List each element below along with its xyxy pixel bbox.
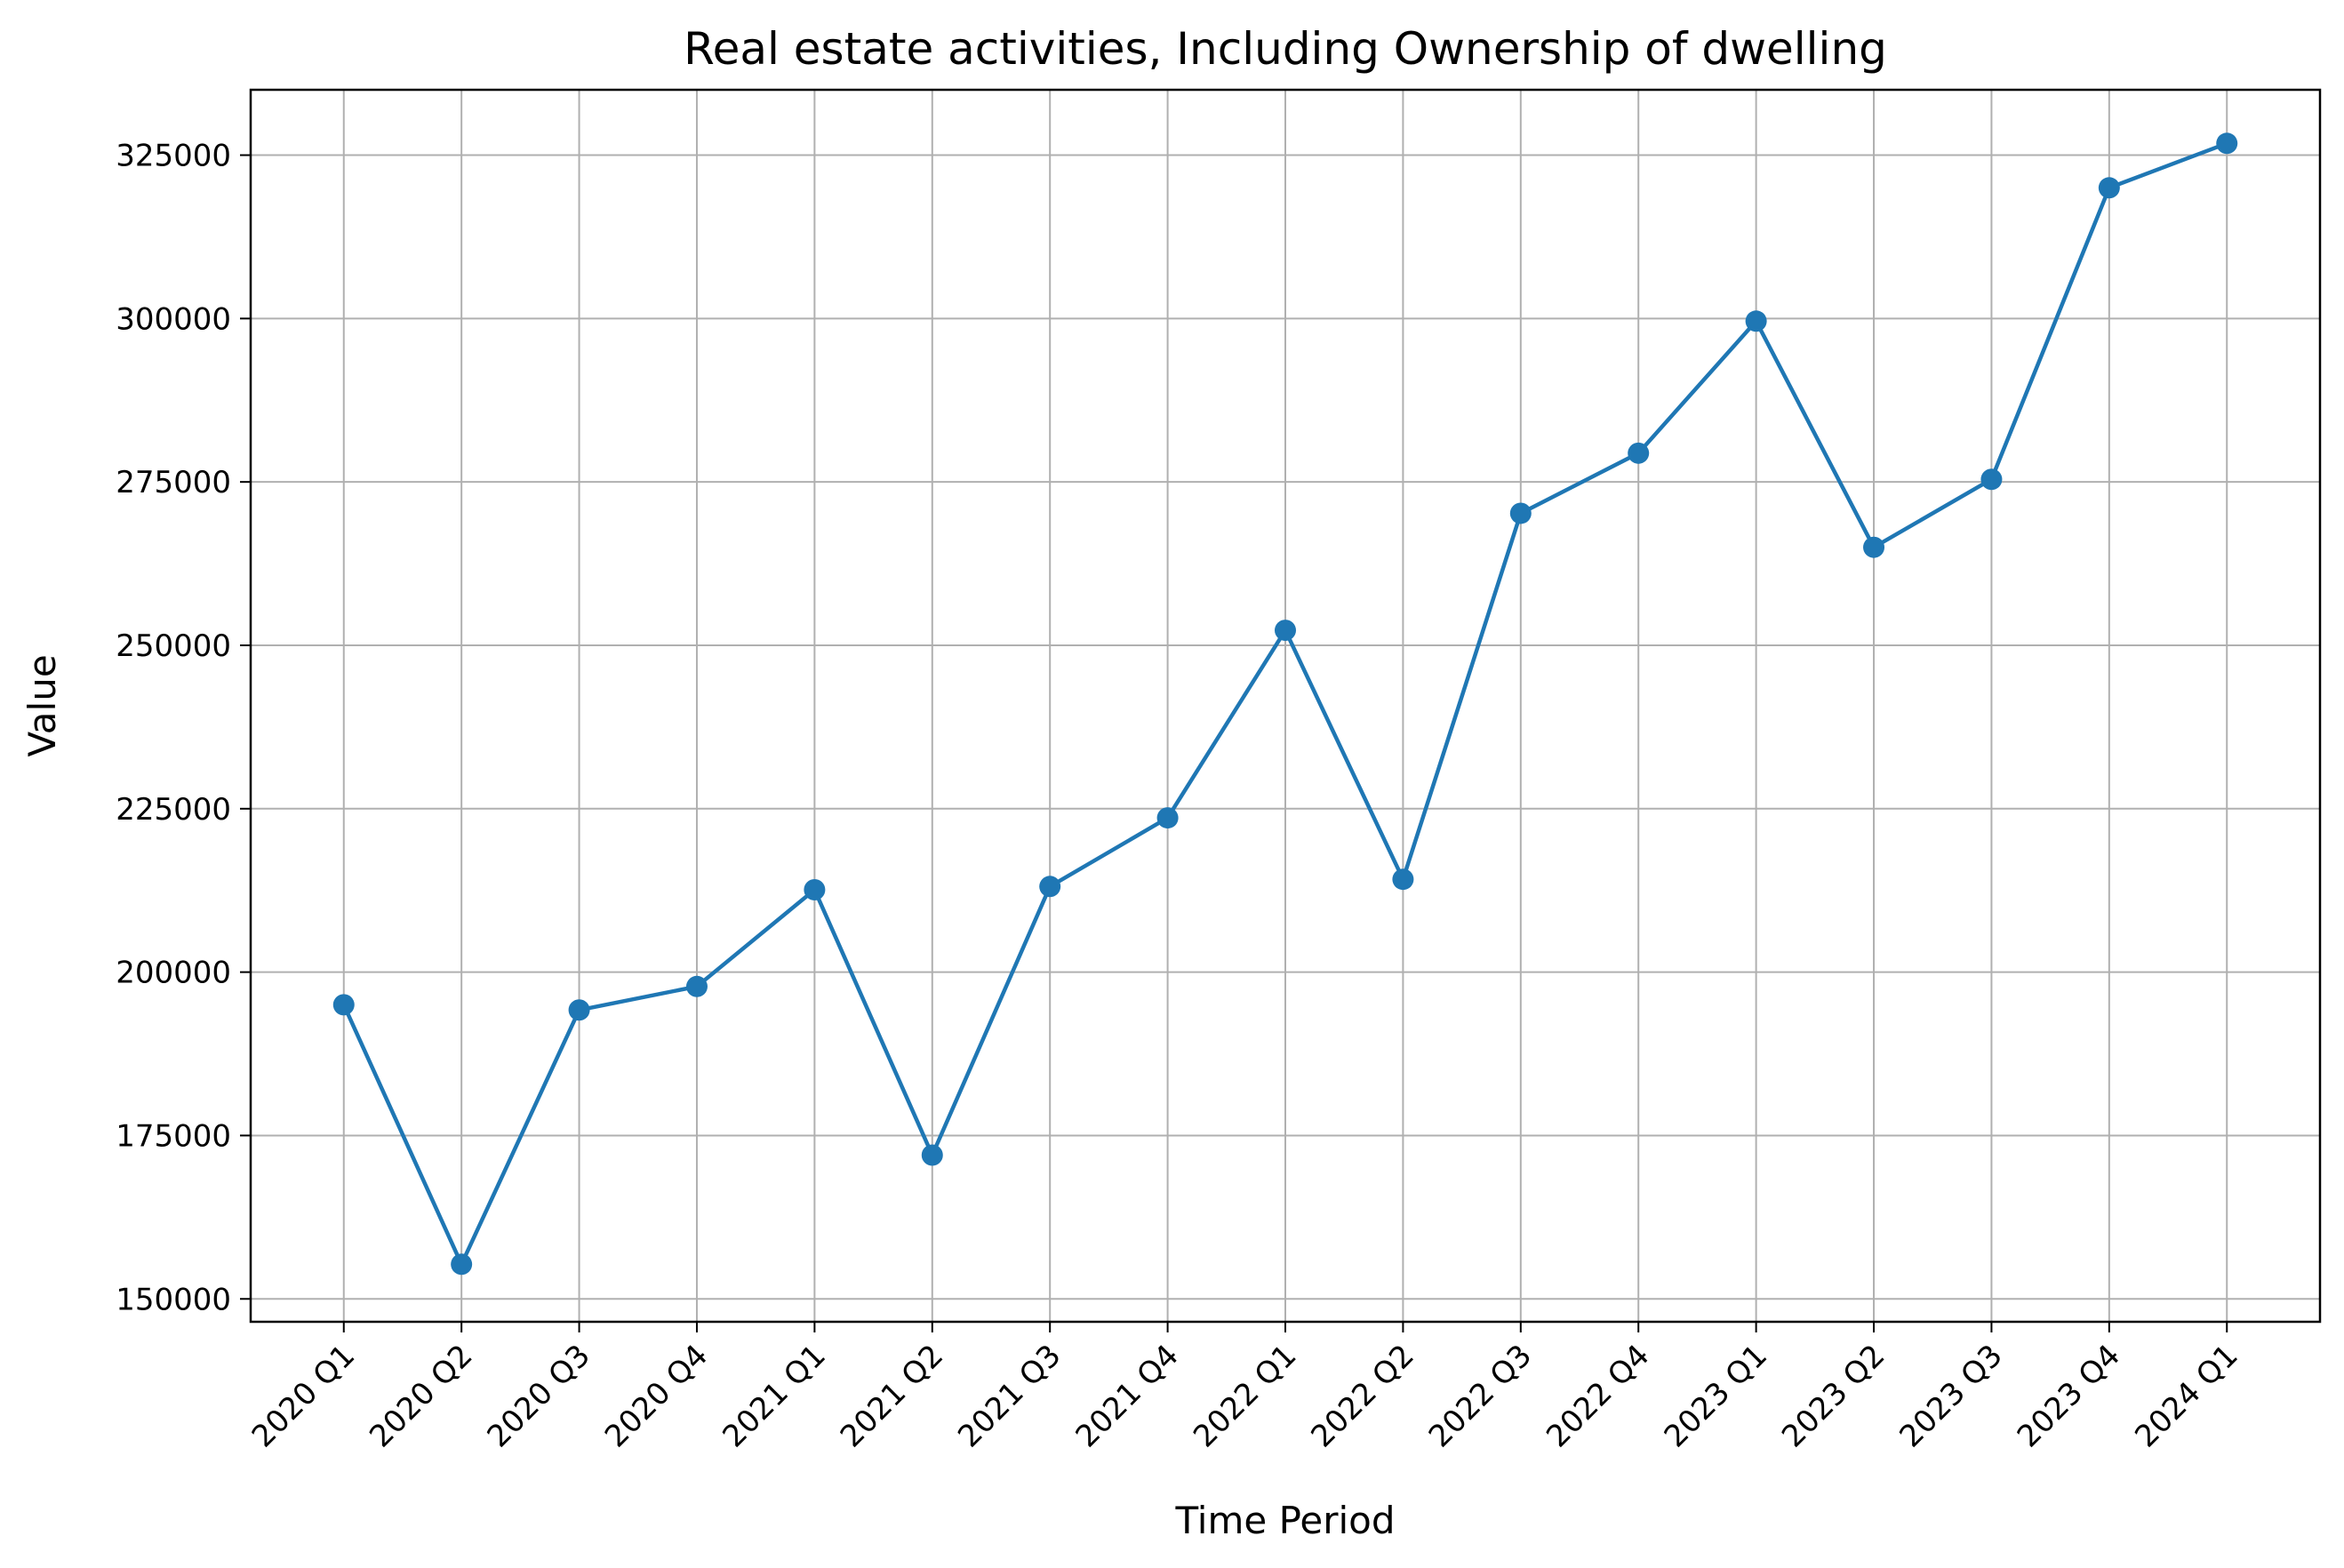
y-axis-label: Value	[20, 654, 64, 756]
y-tick-label: 300000	[116, 301, 231, 337]
y-tick-label: 275000	[116, 465, 231, 500]
data-point	[2098, 177, 2120, 199]
x-tick-label: 2023 Q1	[1658, 1338, 1774, 1454]
x-tick-label: 2020 Q3	[481, 1338, 597, 1454]
x-axis-ticks: 2020 Q1 2020 Q2 2020 Q3 2020 Q4 2021 Q1 2021 …	[245, 1322, 2245, 1454]
x-tick-label: 2022 Q1	[1187, 1338, 1303, 1454]
chart-title: Real estate activities, Including Owners…	[684, 23, 1887, 75]
x-tick-label: 2023 Q2	[1775, 1338, 1892, 1454]
y-tick-label: 150000	[116, 1282, 231, 1317]
data-point	[1509, 502, 1532, 524]
data-point	[685, 975, 708, 997]
y-tick-label: 175000	[116, 1118, 231, 1154]
x-tick-label: 2020 Q4	[598, 1338, 715, 1454]
data-point	[451, 1253, 473, 1276]
x-tick-label: 2024 Q1	[2128, 1338, 2244, 1454]
x-tick-label: 2020 Q2	[363, 1338, 479, 1454]
data-point	[1863, 536, 1885, 558]
data-point	[332, 994, 355, 1016]
data-point	[1156, 807, 1179, 829]
y-tick-label: 200000	[116, 956, 231, 991]
x-tick-label: 2022 Q2	[1304, 1338, 1420, 1454]
data-point	[1980, 468, 2003, 491]
data-point	[2216, 132, 2238, 155]
x-tick-label: 2023 Q4	[2011, 1338, 2127, 1454]
data-point	[1039, 876, 1061, 898]
x-tick-label: 2021 Q1	[716, 1338, 832, 1454]
x-axis-label: Time Period	[1174, 1499, 1395, 1542]
data-point	[568, 999, 590, 1021]
x-tick-label: 2021 Q4	[1069, 1338, 1186, 1454]
x-tick-label: 2021 Q2	[834, 1338, 950, 1454]
data-point	[1275, 620, 1296, 642]
data-point	[804, 878, 826, 900]
y-tick-label: 225000	[116, 792, 231, 828]
series-layer	[332, 132, 2238, 1276]
data-point	[1745, 310, 1767, 332]
x-tick-label: 2021 Q3	[951, 1338, 1068, 1454]
y-tick-label: 250000	[116, 628, 231, 664]
y-axis-ticks: 150000 175000 200000 225000 250000 275000 3000…	[116, 139, 251, 1317]
grid-lines	[251, 90, 2320, 1322]
data-point	[1628, 442, 1650, 464]
data-point	[921, 1144, 943, 1166]
y-tick-label: 325000	[116, 139, 231, 174]
x-tick-label: 2022 Q4	[1540, 1338, 1656, 1454]
x-tick-label: 2022 Q3	[1422, 1338, 1539, 1454]
data-point	[1392, 868, 1414, 891]
x-tick-label: 2020 Q1	[245, 1338, 362, 1454]
x-tick-label: 2023 Q3	[1892, 1338, 2009, 1454]
